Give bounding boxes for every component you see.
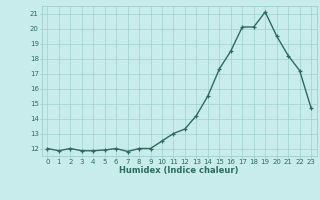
X-axis label: Humidex (Indice chaleur): Humidex (Indice chaleur) — [119, 166, 239, 175]
